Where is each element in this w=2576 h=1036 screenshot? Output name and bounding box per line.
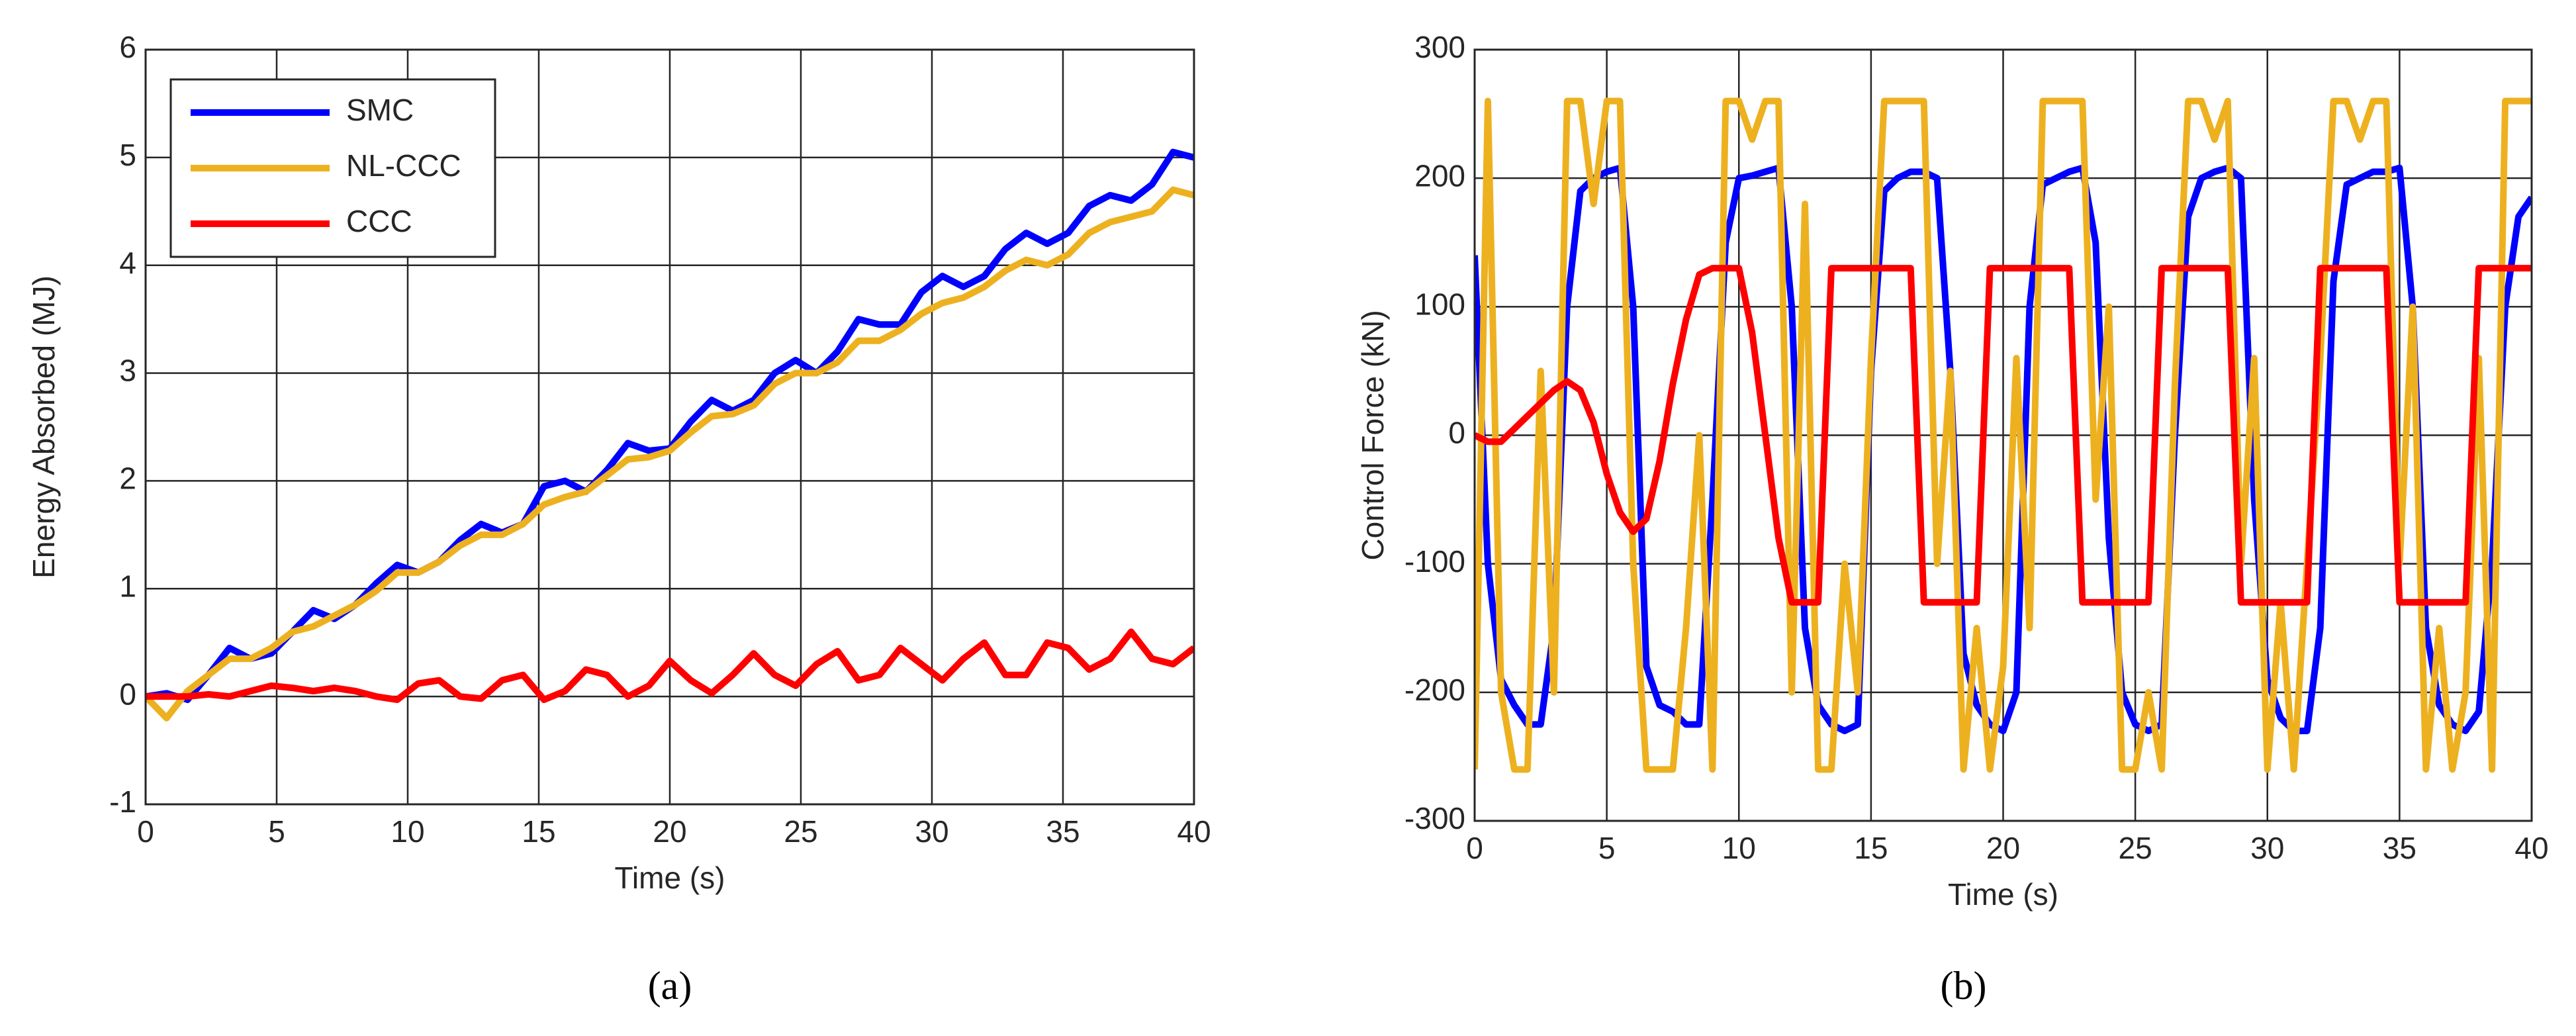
series-line [146, 186, 1194, 722]
x-axis-label: Time (s) [1948, 877, 2058, 912]
y-tick-label: -300 [1404, 801, 1465, 835]
x-tick-label: 20 [1986, 831, 2020, 865]
y-tick-label: -100 [1404, 544, 1465, 579]
x-tick-label: 30 [915, 814, 948, 849]
y-tick-label: 300 [1414, 30, 1465, 64]
legend: SMC NL-CCC CCC [169, 78, 496, 258]
axes-frame [144, 48, 1195, 806]
x-tick-label: 20 [653, 814, 686, 849]
y-tick-label: 0 [119, 677, 136, 711]
x-tick-label: 15 [1854, 831, 1888, 865]
y-axis-label: Control Force (kN) [1356, 310, 1390, 560]
y-tick-label: 200 [1414, 158, 1465, 193]
axes-frame [1473, 48, 2533, 822]
x-tick-label: 15 [522, 814, 555, 849]
legend-label: CCC [346, 204, 412, 238]
legend-label: SMC [346, 93, 414, 127]
x-tick-label: 35 [1046, 814, 1080, 849]
x-tick-label: 35 [2383, 831, 2416, 865]
y-tick-label: 2 [119, 461, 136, 496]
x-tick-label: 10 [391, 814, 424, 849]
y-tick-label: -200 [1404, 673, 1465, 707]
x-tick-label: 40 [1177, 814, 1211, 849]
y-tick-label: 100 [1414, 287, 1465, 321]
y-tick-label: 1 [119, 569, 136, 603]
y-tick-label: 5 [119, 138, 136, 172]
x-tick-label: 40 [2514, 831, 2548, 865]
y-tick-label: 4 [119, 246, 136, 280]
caption: (b) [1941, 964, 1987, 1008]
series-line [1475, 164, 2532, 735]
x-tick-label: 0 [137, 814, 154, 849]
y-axis-label: Energy Absorbed (MJ) [26, 275, 61, 579]
x-tick-label: 25 [784, 814, 817, 849]
series-line [1475, 265, 2532, 606]
x-tick-label: 0 [1466, 831, 1483, 865]
x-tick-label: 30 [2250, 831, 2284, 865]
x-tick-label: 5 [268, 814, 285, 849]
y-tick-label: 0 [1448, 416, 1465, 450]
series-line [146, 628, 1194, 704]
x-tick-label: 5 [1598, 831, 1616, 865]
y-tick-label: 3 [119, 353, 136, 388]
legend-label: NL-CCC [346, 148, 461, 183]
x-tick-label: 10 [1722, 831, 1756, 865]
x-tick-label: 25 [2119, 831, 2152, 865]
caption: (a) [648, 964, 692, 1008]
x-axis-label: Time (s) [615, 861, 725, 895]
panel: 0 5 10 15 20 25 30 35 40 -300 -200 -100 0 100 200 300 Ti… [1356, 30, 2548, 1008]
y-tick-label: -1 [109, 784, 136, 819]
y-tick-label: 6 [119, 30, 136, 64]
series-line [1475, 97, 2532, 773]
